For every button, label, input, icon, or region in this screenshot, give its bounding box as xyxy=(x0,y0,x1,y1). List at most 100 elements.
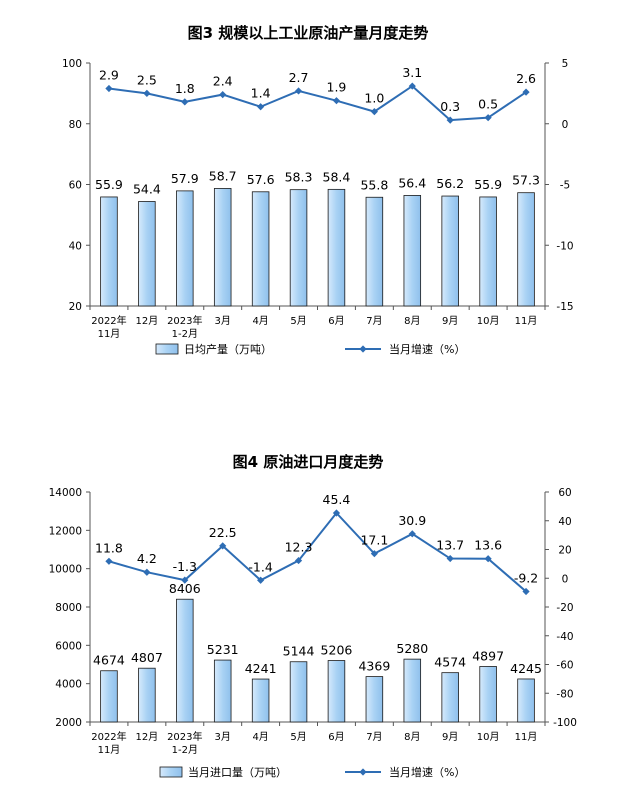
legend-line-marker xyxy=(359,768,367,776)
bar xyxy=(138,201,156,307)
line-point xyxy=(294,87,303,95)
bar-value-label: 4245 xyxy=(510,661,542,676)
line-point xyxy=(408,82,416,90)
category-label: 2022年 xyxy=(91,314,126,327)
line-point xyxy=(105,84,113,93)
line-value-label: -9.2 xyxy=(514,570,538,585)
line-value-label: 1.8 xyxy=(175,81,195,96)
bar xyxy=(403,195,422,307)
line-point xyxy=(105,557,113,565)
bar xyxy=(365,676,384,723)
left-tick-label: 12000 xyxy=(49,525,82,537)
bar xyxy=(327,660,346,723)
line-value-label: 3.1 xyxy=(402,65,422,80)
category-label: 1-2月 xyxy=(172,328,198,340)
line-value-label: -1.4 xyxy=(248,559,272,574)
legend-bar-swatch xyxy=(159,766,183,778)
bar xyxy=(251,678,270,723)
category-label: 7月 xyxy=(366,731,382,743)
line-value-label: 13.7 xyxy=(436,538,464,553)
category-label: 2023年 xyxy=(167,730,202,743)
category-label: 12月 xyxy=(136,315,159,327)
right-tick-label: -60 xyxy=(556,660,573,672)
right-tick-label: 40 xyxy=(558,516,571,528)
line-point xyxy=(370,550,378,558)
bar xyxy=(251,191,270,307)
bar-value-label: 56.4 xyxy=(398,175,426,190)
bar-value-label: 4574 xyxy=(434,655,466,670)
line-point xyxy=(484,114,492,122)
line-point xyxy=(408,530,416,538)
category-label: 3月 xyxy=(215,731,231,743)
bar-value-label: 4897 xyxy=(472,648,504,663)
category-label: 11月 xyxy=(98,744,121,756)
bar xyxy=(365,196,384,307)
left-tick-label: 6000 xyxy=(55,640,82,652)
right-tick-label: -15 xyxy=(556,301,573,313)
right-tick-label: -40 xyxy=(556,631,573,643)
category-label: 7月 xyxy=(366,315,382,327)
bar-value-label: 4369 xyxy=(358,659,390,674)
line-value-label: 0.3 xyxy=(440,99,460,114)
line-value-label: 2.6 xyxy=(516,71,536,86)
line-point xyxy=(332,509,341,517)
bar-value-label: 54.4 xyxy=(133,182,161,197)
line-value-label: 17.1 xyxy=(360,533,388,548)
category-label: 4月 xyxy=(252,315,268,327)
legend-bar-swatch xyxy=(155,343,179,355)
left-tick-label: 80 xyxy=(69,119,82,131)
category-label: 9月 xyxy=(442,731,458,743)
category-label: 6月 xyxy=(328,315,344,327)
legend-bar-label: 日均产量（万吨） xyxy=(184,342,272,356)
line-point xyxy=(446,554,454,563)
bar-value-label: 57.3 xyxy=(512,173,540,188)
left-tick-label: 10000 xyxy=(49,564,82,576)
line-point xyxy=(294,556,303,565)
bar-value-label: 58.7 xyxy=(209,168,237,183)
bar-value-label: 5206 xyxy=(321,643,353,658)
bar xyxy=(100,196,118,307)
bar-value-label: 4241 xyxy=(245,661,277,676)
category-label: 5月 xyxy=(290,731,306,743)
right-tick-label: 0 xyxy=(562,573,569,585)
legend-line-label: 当月增速（%） xyxy=(389,765,465,779)
line-value-label: 2.4 xyxy=(213,74,233,89)
category-label: 6月 xyxy=(328,731,344,743)
bar xyxy=(479,666,497,723)
legend-line-label: 当月增速（%） xyxy=(389,342,465,356)
category-label: 3月 xyxy=(215,315,231,327)
left-tick-label: 20 xyxy=(69,301,82,313)
category-label: 10月 xyxy=(477,731,500,743)
bar-value-label: 4674 xyxy=(93,653,125,668)
bar xyxy=(517,192,535,307)
category-label: 9月 xyxy=(442,315,458,327)
bar-value-label: 58.4 xyxy=(323,169,351,184)
right-tick-label: -20 xyxy=(556,602,573,614)
left-tick-label: 100 xyxy=(62,58,82,70)
right-tick-label: -80 xyxy=(556,688,573,700)
category-label: 12月 xyxy=(136,731,159,743)
category-label: 8月 xyxy=(404,731,420,743)
category-label: 1-2月 xyxy=(172,744,198,756)
line-value-label: 0.5 xyxy=(478,97,498,112)
line-point xyxy=(181,98,189,106)
line-point xyxy=(143,89,151,97)
line-value-label: -1.3 xyxy=(173,559,197,574)
right-tick-label: 0 xyxy=(562,119,569,131)
bar xyxy=(138,667,156,723)
bar-value-label: 5144 xyxy=(283,644,315,659)
chart-title: 图3 规模以上工业原油产量月度走势 xyxy=(188,24,429,42)
line-value-label: 11.8 xyxy=(95,540,123,555)
bar xyxy=(441,672,459,723)
line-value-label: 12.3 xyxy=(285,540,313,555)
category-label: 5月 xyxy=(290,315,306,327)
line-point xyxy=(522,587,530,596)
right-tick-label: -100 xyxy=(553,717,577,729)
right-tick-label: 20 xyxy=(558,545,571,557)
line-value-label: 30.9 xyxy=(398,513,426,528)
category-label: 11月 xyxy=(515,315,538,327)
bar xyxy=(403,658,422,723)
right-tick-label: 60 xyxy=(558,487,571,499)
line-point xyxy=(181,576,189,584)
line-point xyxy=(143,568,151,576)
